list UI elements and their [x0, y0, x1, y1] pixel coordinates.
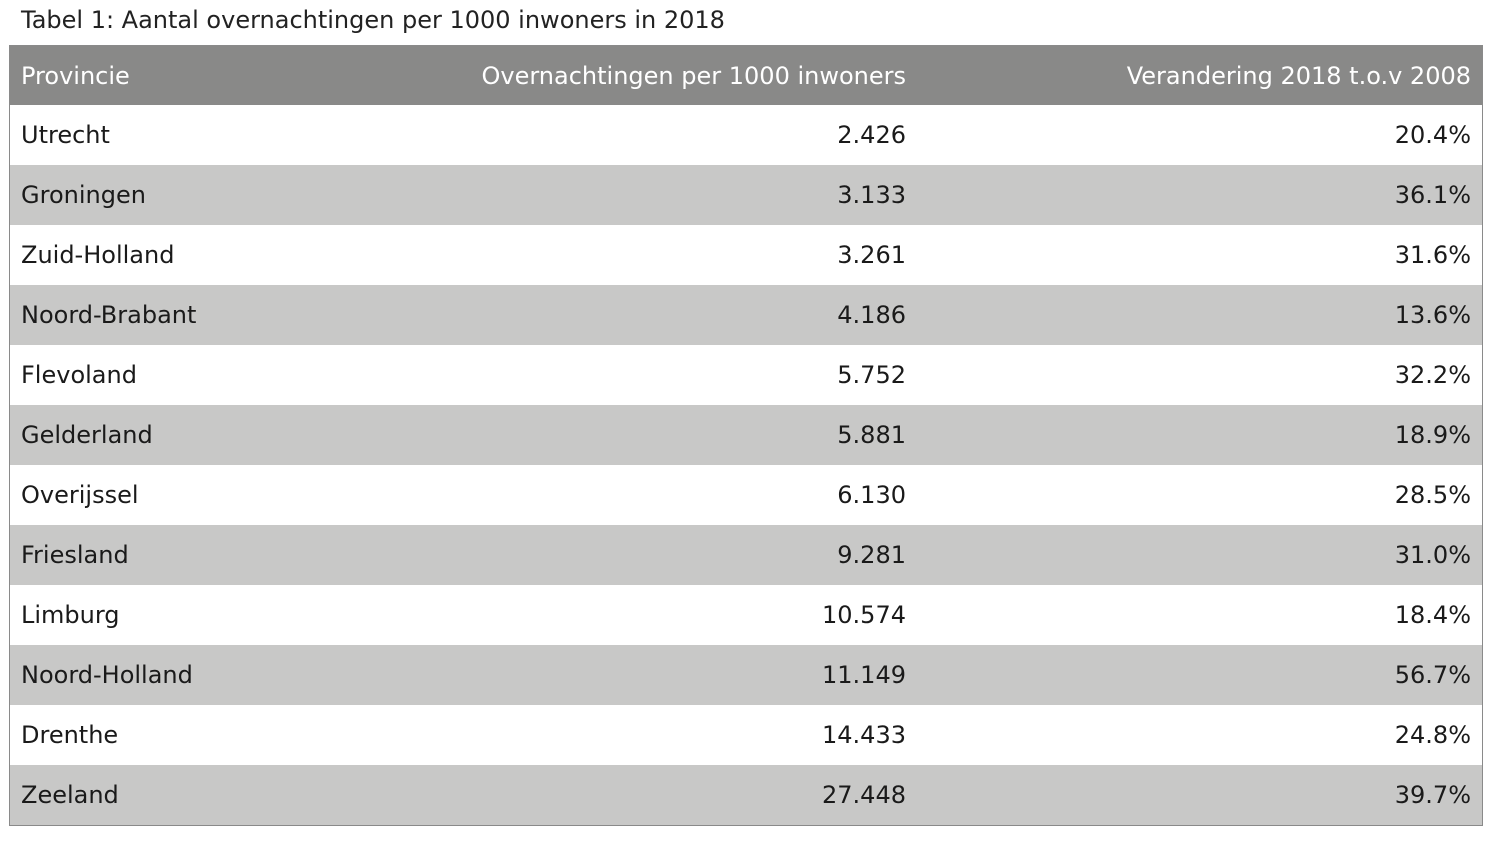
cell-verandering: 18.4% [1394, 601, 1471, 629]
cell-overnachtingen: 5.881 [837, 421, 906, 449]
table-row: Utrecht 2.426 20.4% [10, 105, 1482, 165]
cell-provincie: Groningen [21, 181, 146, 209]
cell-verandering: 36.1% [1394, 181, 1471, 209]
cell-overnachtingen: 3.261 [837, 241, 906, 269]
table-row: Overijssel 6.130 28.5% [10, 465, 1482, 525]
table-title: Tabel 1: Aantal overnachtingen per 1000 … [21, 6, 725, 34]
cell-verandering: 56.7% [1394, 661, 1471, 689]
cell-provincie: Friesland [21, 541, 129, 569]
cell-overnachtingen: 6.130 [837, 481, 906, 509]
header-provincie: Provincie [21, 61, 130, 90]
cell-overnachtingen: 2.426 [837, 121, 906, 149]
cell-provincie: Drenthe [21, 721, 119, 749]
cell-overnachtingen: 4.186 [837, 301, 906, 329]
header-overnachtingen: Overnachtingen per 1000 inwoners [481, 61, 907, 90]
data-table: Provincie Overnachtingen per 1000 inwone… [9, 45, 1483, 826]
cell-overnachtingen: 9.281 [837, 541, 906, 569]
table-row: Gelderland 5.881 18.9% [10, 405, 1482, 465]
cell-verandering: 39.7% [1394, 781, 1471, 809]
cell-verandering: 13.6% [1394, 301, 1471, 329]
table-row: Friesland 9.281 31.0% [10, 525, 1482, 585]
cell-overnachtingen: 3.133 [837, 181, 906, 209]
cell-verandering: 24.8% [1394, 721, 1471, 749]
cell-overnachtingen: 11.149 [822, 661, 906, 689]
cell-provincie: Noord-Holland [21, 661, 193, 689]
table-row: Flevoland 5.752 32.2% [10, 345, 1482, 405]
table-row: Groningen 3.133 36.1% [10, 165, 1482, 225]
table-row: Limburg 10.574 18.4% [10, 585, 1482, 645]
table-row: Zuid-Holland 3.261 31.6% [10, 225, 1482, 285]
cell-verandering: 31.6% [1394, 241, 1471, 269]
cell-provincie: Limburg [21, 601, 120, 629]
cell-verandering: 31.0% [1394, 541, 1471, 569]
cell-provincie: Noord-Brabant [21, 301, 197, 329]
cell-overnachtingen: 27.448 [822, 781, 906, 809]
table-header-row: Provincie Overnachtingen per 1000 inwone… [10, 46, 1482, 105]
cell-verandering: 20.4% [1394, 121, 1471, 149]
table-row: Drenthe 14.433 24.8% [10, 705, 1482, 765]
cell-verandering: 28.5% [1394, 481, 1471, 509]
header-verandering: Verandering 2018 t.o.v 2008 [1126, 61, 1471, 90]
cell-verandering: 18.9% [1394, 421, 1471, 449]
table-row: Noord-Holland 11.149 56.7% [10, 645, 1482, 705]
cell-overnachtingen: 5.752 [837, 361, 906, 389]
cell-overnachtingen: 14.433 [822, 721, 906, 749]
table-row: Zeeland 27.448 39.7% [10, 765, 1482, 825]
cell-overnachtingen: 10.574 [822, 601, 906, 629]
table-row: Noord-Brabant 4.186 13.6% [10, 285, 1482, 345]
cell-provincie: Zeeland [21, 781, 119, 809]
cell-provincie: Gelderland [21, 421, 153, 449]
cell-provincie: Utrecht [21, 121, 110, 149]
cell-provincie: Zuid-Holland [21, 241, 175, 269]
cell-provincie: Flevoland [21, 361, 137, 389]
cell-provincie: Overijssel [21, 481, 139, 509]
cell-verandering: 32.2% [1394, 361, 1471, 389]
